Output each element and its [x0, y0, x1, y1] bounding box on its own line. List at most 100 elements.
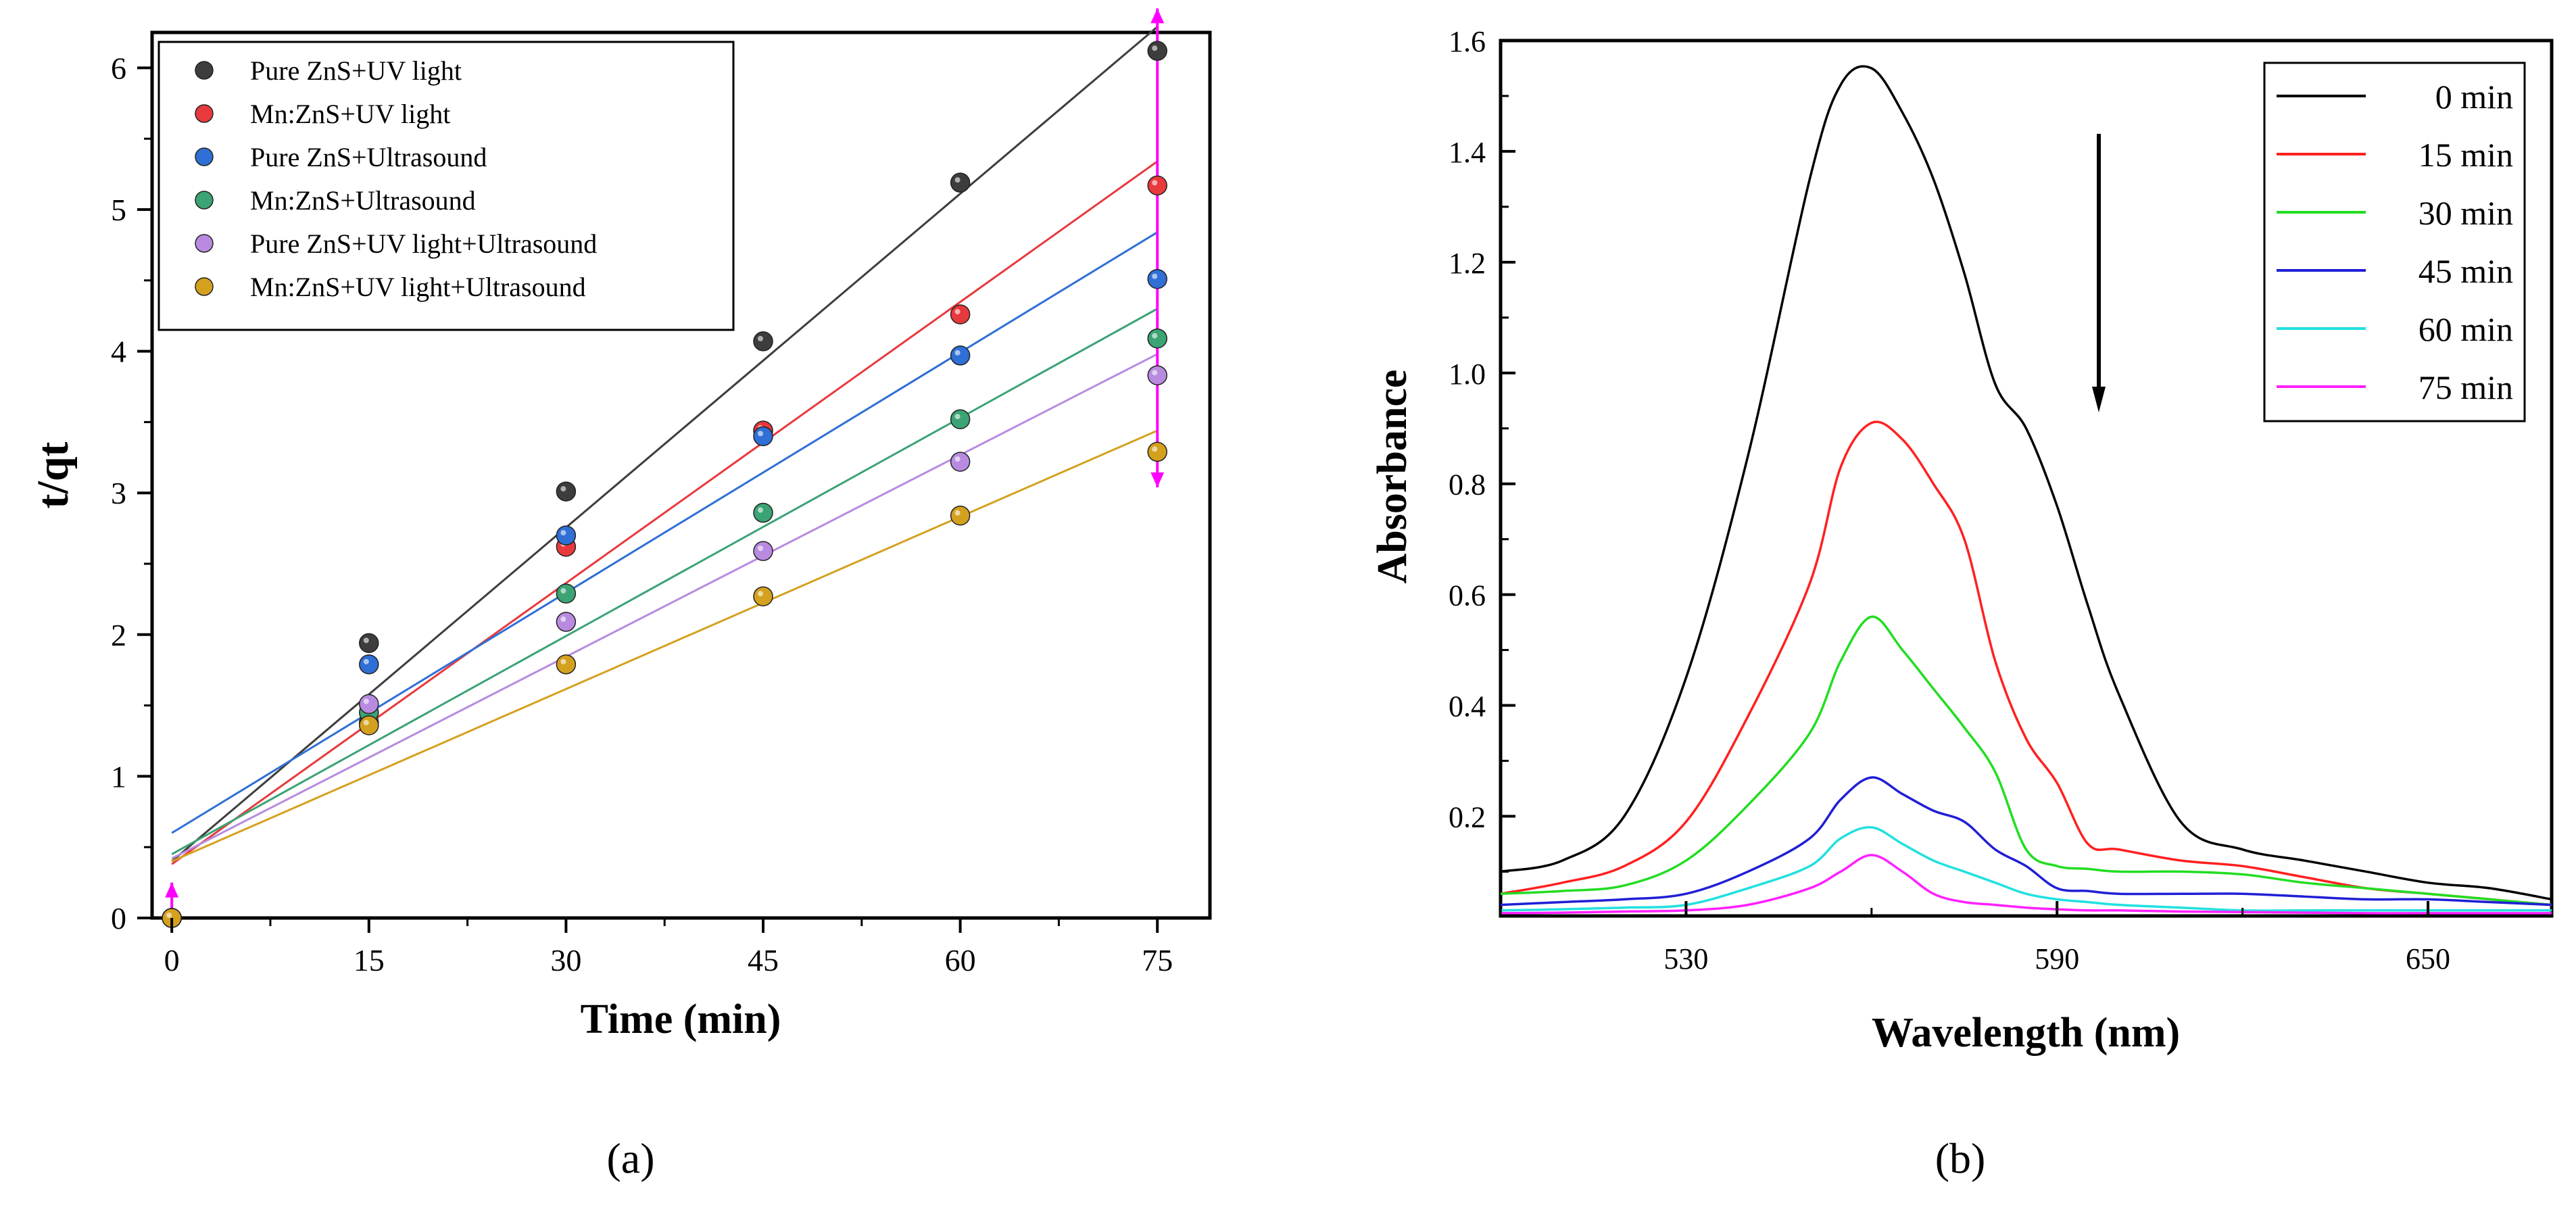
panel-a-point-highlight — [363, 637, 369, 644]
panel-a-point-highlight — [1152, 370, 1158, 376]
panel-a-data-point — [1147, 175, 1167, 196]
panel-a-y-tick-label: 4 — [111, 335, 126, 369]
panel-a-point-highlight — [954, 510, 961, 516]
panel-a-point-highlight — [363, 698, 369, 704]
panel-a-data-point — [753, 331, 773, 352]
panel-a-x-tick-label: 30 — [550, 943, 581, 977]
panel-a-x-axis-label: Time (min) — [581, 996, 781, 1042]
panel-b-y-tick-label: 1.2 — [1449, 247, 1486, 280]
panel-a-data-point — [950, 345, 971, 366]
panel-a-error-cap — [165, 882, 179, 898]
panel-a-data-point — [359, 715, 379, 735]
panel-b-y-tick-label: 0.6 — [1449, 579, 1486, 612]
panel-a-error-cap — [1150, 8, 1165, 24]
panel-b-line-plot: 530 590 650 0.2 0.4 0.6 0.8 1.0 1.2 1.4 1.6 Wavel… — [1369, 25, 2554, 1182]
panel-a-point-highlight — [363, 719, 369, 725]
panel-b-series-line — [1500, 420, 2552, 906]
panel-a-y-axis-label: t/qt — [28, 441, 78, 508]
panel-a-point-highlight — [758, 507, 764, 513]
panel-a-fit-line — [171, 308, 1158, 855]
panel-a-legend-marker — [195, 191, 214, 210]
panel-a-data-point — [556, 583, 577, 604]
panel-a-point-highlight — [758, 431, 764, 437]
panel-a-point-highlight — [560, 616, 566, 622]
panel-b-legend-label: 75 min — [2419, 368, 2513, 406]
panel-b-series-line — [1500, 854, 2552, 915]
panel-a-x-axis-ticks: 0 15 30 45 60 75 — [164, 918, 1173, 977]
panel-a-legend-marker — [195, 277, 214, 296]
panel-a-point-highlight — [560, 588, 566, 594]
panel-a-point-highlight — [560, 530, 566, 536]
panel-b-series-line — [1500, 776, 2552, 906]
panel-a-data-point — [556, 612, 577, 632]
panel-a-data-point — [950, 172, 971, 193]
panel-a-data-point — [556, 525, 577, 546]
panel-a-legend-label: Mn:ZnS+Ultrasound — [250, 185, 476, 216]
panel-a-legend-marker — [195, 147, 214, 166]
panel-a-data-point — [1147, 328, 1167, 349]
panel-a-legend: Pure ZnS+UV light Mn:ZnS+UV light Pure ZnS… — [157, 41, 735, 331]
panel-a-data-point — [359, 654, 379, 675]
panel-a-data-point — [1147, 365, 1167, 385]
panel-b-series-line — [1500, 65, 2552, 901]
panel-a-data-point — [359, 694, 379, 715]
panel-a-y-tick-label: 5 — [111, 193, 126, 227]
panel-a-fit-line — [171, 231, 1159, 834]
panel-a-y-tick-label: 2 — [111, 618, 126, 652]
panel-a-fit-line — [171, 26, 1159, 863]
panel-a-error-cap — [1150, 472, 1165, 487]
panel-b-legend-label: 0 min — [2435, 78, 2513, 116]
panel-a-x-tick-label: 75 — [1142, 943, 1173, 977]
panel-a-point-highlight — [758, 335, 764, 341]
panel-a-data-point — [359, 633, 379, 654]
panel-a-data-point — [556, 481, 577, 502]
panel-b-legend-box — [2263, 62, 2526, 422]
panel-a-x-tick-label: 15 — [354, 943, 385, 977]
panel-b-y-tick-label: 1.0 — [1449, 358, 1486, 391]
panel-b-legend-label: 30 min — [2419, 194, 2513, 232]
panel-a-point-highlight — [758, 546, 764, 552]
panel-a-x-tick-label: 60 — [945, 943, 976, 977]
panel-a-point-highlight — [954, 309, 961, 315]
panel-a-point-highlight — [1152, 45, 1158, 51]
panel-a-fit-line — [171, 160, 1159, 865]
panel-a-data-point — [950, 409, 971, 429]
panel-a-x-tick-label: 0 — [164, 943, 180, 977]
panel-a-point-highlight — [1152, 446, 1158, 452]
panel-a-point-highlight — [1152, 273, 1158, 279]
panel-b-x-axis-ticks: 530 590 650 — [1499, 901, 2450, 975]
panel-b-x-axis-label: Wavelength (nm) — [1872, 1010, 2180, 1056]
panel-b-y-tick-label: 1.4 — [1449, 136, 1486, 169]
panel-a-legend-label: Pure ZnS+UV light+Ultrasound — [250, 228, 597, 259]
panel-a-y-tick-label: 6 — [111, 51, 126, 85]
panel-a-legend-label: Mn:ZnS+UV light — [250, 99, 450, 129]
panel-b-spectra — [1500, 65, 2552, 915]
panel-b-annotation-arrow — [2092, 134, 2106, 412]
panel-a-point-highlight — [954, 349, 961, 356]
panel-b-y-tick-label: 0.2 — [1449, 800, 1486, 833]
panel-a-fit-line — [171, 353, 1158, 860]
panel-b-y-axis-ticks: 0.2 0.4 0.6 0.8 1.0 1.2 1.4 1.6 — [1449, 25, 1515, 873]
panel-a-point-highlight — [166, 913, 172, 918]
panel-a-fit-line — [171, 429, 1158, 863]
panel-a-y-tick-label: 1 — [111, 759, 126, 794]
panel-b-y-axis-label: Absorbance — [1369, 370, 1415, 584]
panel-a-point-highlight — [560, 658, 566, 664]
panel-a-point-highlight — [1152, 333, 1158, 339]
panel-a-point-highlight — [758, 591, 764, 597]
panel-a-x-tick-label: 45 — [748, 943, 779, 977]
panel-b-y-tick-label: 1.6 — [1449, 25, 1486, 58]
panel-a-point-highlight — [363, 658, 369, 664]
panel-b-legend-label: 45 min — [2419, 252, 2513, 290]
panel-a-y-tick-label: 3 — [111, 476, 126, 510]
panel-a-data-point — [753, 426, 773, 447]
panel-b-x-tick-label: 590 — [2035, 942, 2079, 975]
panel-b-y-tick-label: 0.8 — [1449, 468, 1486, 502]
panel-b-y-tick-label: 0.4 — [1449, 690, 1486, 723]
panel-a-point-highlight — [954, 177, 961, 183]
panel-b-caption: (b) — [1935, 1134, 1986, 1182]
panel-a-point-highlight — [1152, 180, 1158, 186]
panel-a-legend-marker — [195, 61, 214, 80]
